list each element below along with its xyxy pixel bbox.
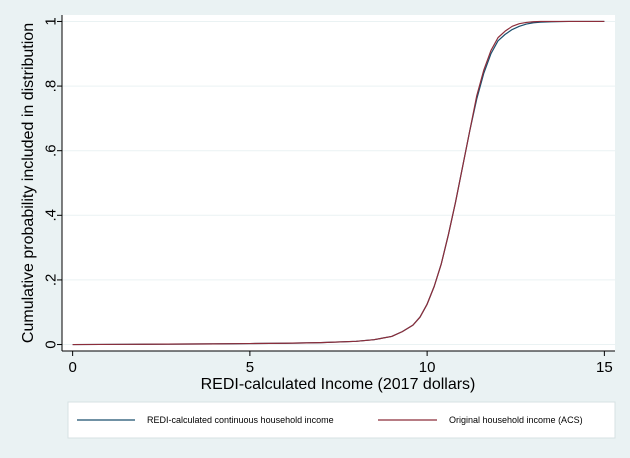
- legend-box: [67, 401, 616, 439]
- x-axis-ticks: 0 5 10 15: [68, 351, 613, 376]
- x-tick-label: 5: [246, 359, 254, 376]
- legend-label-2: Original household income (ACS): [449, 415, 583, 425]
- x-tick-label: 15: [596, 359, 613, 376]
- series-lines: [72, 20, 605, 346]
- x-axis-title: REDI-calculated Income (2017 dollars): [201, 376, 476, 393]
- legend-label-1: REDI-calculated continuous household inc…: [147, 415, 334, 425]
- y-axis-title: Cumulative probability included in distr…: [20, 23, 37, 343]
- y-axis-ticks: 0 .2 .4 .6 .8 1: [42, 17, 62, 349]
- y-tick-label: .2: [42, 274, 59, 287]
- plot-area: [62, 15, 615, 351]
- series-line-2: [72, 20, 605, 346]
- x-tick-label: 0: [68, 359, 76, 376]
- y-tick-label: .6: [42, 144, 59, 157]
- y-tick-label: .8: [42, 80, 59, 93]
- y-tick-label: 0: [42, 340, 59, 348]
- y-tick-label: .4: [42, 209, 59, 222]
- x-tick-label: 10: [419, 359, 436, 376]
- y-tick-label: 1: [42, 17, 59, 25]
- legend: REDI-calculated continuous household inc…: [77, 415, 583, 425]
